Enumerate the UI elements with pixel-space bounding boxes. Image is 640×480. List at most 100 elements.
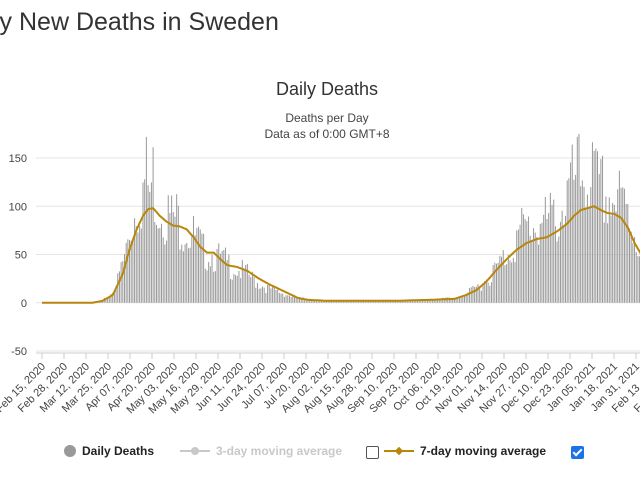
bar xyxy=(484,280,486,303)
bar xyxy=(416,300,418,303)
bar xyxy=(458,297,460,303)
bar xyxy=(174,216,176,303)
bar xyxy=(586,194,588,303)
bar xyxy=(632,243,634,303)
bar xyxy=(221,251,223,303)
bar xyxy=(346,301,348,303)
legend-daily-deaths[interactable]: Daily Deaths xyxy=(64,444,154,458)
bar xyxy=(467,292,469,303)
bar xyxy=(504,265,506,303)
bar xyxy=(448,297,450,303)
bar xyxy=(556,241,558,303)
bar xyxy=(581,180,583,303)
bar xyxy=(548,213,550,303)
bar xyxy=(426,300,428,303)
bar xyxy=(285,295,287,303)
bar xyxy=(204,268,206,303)
bar xyxy=(182,251,184,303)
bar xyxy=(517,229,519,303)
bar xyxy=(618,170,620,303)
bar xyxy=(228,254,230,303)
bar xyxy=(322,300,324,303)
bar xyxy=(351,301,353,303)
bar xyxy=(235,275,237,303)
bar xyxy=(113,291,115,303)
bar xyxy=(118,271,120,303)
bar xyxy=(398,300,400,303)
bar xyxy=(384,301,386,303)
bar xyxy=(211,254,213,303)
bar xyxy=(374,301,376,303)
bar xyxy=(408,300,410,303)
bar xyxy=(393,301,395,303)
bar xyxy=(499,255,501,303)
bar xyxy=(571,144,573,303)
bar xyxy=(600,159,602,303)
bar xyxy=(578,133,580,303)
bar xyxy=(250,277,252,303)
bar xyxy=(480,290,482,303)
bar xyxy=(507,254,509,303)
bar xyxy=(405,300,407,303)
bar xyxy=(634,237,636,303)
bar xyxy=(561,210,563,303)
bar xyxy=(137,232,139,303)
bar xyxy=(336,301,338,303)
bar xyxy=(201,233,203,303)
bar xyxy=(312,300,314,303)
bar xyxy=(192,215,195,303)
bar xyxy=(108,297,110,303)
bar xyxy=(169,213,171,303)
bar xyxy=(278,292,280,303)
bar xyxy=(122,261,124,303)
bar xyxy=(573,179,575,303)
bar xyxy=(166,240,168,303)
legend-7-day-average[interactable]: 7-day moving average xyxy=(384,444,546,458)
bar xyxy=(603,222,605,303)
moving-average-series xyxy=(42,205,640,304)
bar xyxy=(453,299,455,303)
bar xyxy=(617,189,619,303)
bar xyxy=(450,298,452,303)
bar xyxy=(628,228,630,303)
bar xyxy=(162,237,164,303)
bar xyxy=(474,286,476,303)
bar xyxy=(359,301,361,303)
bar xyxy=(570,162,572,303)
bar xyxy=(470,287,472,303)
bar xyxy=(549,192,551,303)
chart-title: Daily Deaths xyxy=(276,79,378,99)
legend-3-day-average[interactable]: 3-day moving average xyxy=(180,444,342,458)
bar xyxy=(391,301,393,303)
checkbox-7-day-average[interactable] xyxy=(571,446,584,459)
bar xyxy=(280,293,282,303)
bar xyxy=(181,244,183,303)
bar xyxy=(176,194,178,303)
bar xyxy=(216,248,218,303)
bar xyxy=(538,244,540,303)
bar xyxy=(287,295,289,303)
bar xyxy=(184,244,186,303)
bar xyxy=(149,191,151,303)
bar xyxy=(539,224,541,303)
bar xyxy=(512,257,514,303)
bar xyxy=(469,288,471,303)
bar xyxy=(256,282,258,303)
bar xyxy=(110,293,112,303)
bar xyxy=(526,221,528,303)
bar xyxy=(472,286,474,303)
checkbox-3-day-average[interactable] xyxy=(366,446,379,459)
bar xyxy=(187,248,189,303)
bar xyxy=(127,239,129,303)
bar xyxy=(191,236,193,303)
bar xyxy=(612,202,614,303)
bar xyxy=(270,288,272,303)
bar xyxy=(489,285,491,303)
legend-daily-deaths-marker xyxy=(64,445,76,457)
bar xyxy=(314,300,316,303)
bar xyxy=(495,263,498,303)
bar xyxy=(403,300,405,303)
bar xyxy=(120,262,122,303)
bar xyxy=(282,293,284,303)
bar xyxy=(135,226,137,303)
